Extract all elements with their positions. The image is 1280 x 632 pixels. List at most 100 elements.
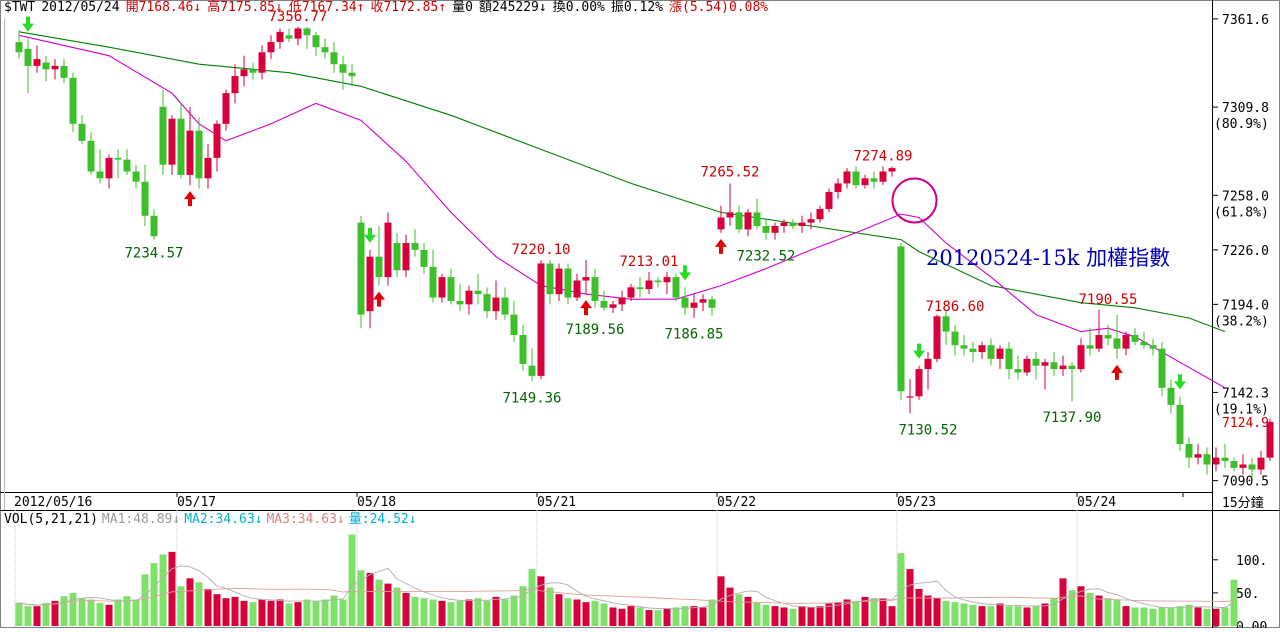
candle-body xyxy=(1185,444,1193,458)
signal-down-arrow xyxy=(1174,374,1186,390)
candle-body xyxy=(222,93,230,124)
candle xyxy=(852,166,860,189)
candle xyxy=(231,64,239,104)
candle-body xyxy=(510,314,518,336)
candle-body xyxy=(906,396,914,398)
candle xyxy=(906,379,914,414)
volume-bar xyxy=(240,600,248,626)
signal-up-arrow xyxy=(715,238,727,254)
volume-bar xyxy=(366,573,374,626)
candle xyxy=(510,300,518,342)
candle-body xyxy=(1167,387,1175,405)
candle-body xyxy=(1248,464,1256,470)
candle xyxy=(1014,355,1022,380)
volume-bar xyxy=(726,587,734,626)
volume-bar xyxy=(24,606,32,626)
volume-bar xyxy=(96,602,104,626)
volume-bar xyxy=(951,602,959,626)
candle xyxy=(357,215,365,329)
candle xyxy=(609,300,617,313)
candle-body xyxy=(798,222,806,227)
candle-body xyxy=(339,64,347,73)
volume-bar xyxy=(1095,595,1103,626)
candle-body xyxy=(1176,404,1184,445)
chart-title: 20120524-15k 加權指數 xyxy=(926,246,1171,270)
volume-bar xyxy=(195,582,203,626)
candle xyxy=(312,31,320,56)
candle xyxy=(1005,341,1013,380)
volume-bar xyxy=(285,603,293,626)
candle-body xyxy=(780,222,788,227)
volume-bar xyxy=(924,595,932,626)
candle xyxy=(1149,338,1157,356)
volume-bar xyxy=(771,606,779,626)
candle xyxy=(960,335,968,356)
candle-body xyxy=(978,345,986,353)
volume-bar xyxy=(114,599,122,626)
price-annotation-label: 7274.89 xyxy=(853,149,912,165)
candle xyxy=(645,271,653,295)
time-axis: 2012/05/16 05/17 05/18 05/21 05/22 05/23 05/24… xyxy=(14,492,1264,628)
candle-body xyxy=(159,106,167,165)
candle-body xyxy=(1122,335,1130,349)
candle xyxy=(780,219,788,233)
candle xyxy=(807,212,815,230)
candle-body xyxy=(267,42,275,53)
candle xyxy=(861,174,869,189)
volume-bar xyxy=(996,603,1004,626)
candle xyxy=(276,28,284,49)
volume-bar xyxy=(1032,606,1040,626)
candle-body xyxy=(501,297,509,315)
candle-body xyxy=(609,304,617,308)
candle-body xyxy=(312,35,320,48)
volume-bar xyxy=(222,598,230,626)
signal-up-arrow xyxy=(580,300,592,316)
date-label: 2012/05/24 xyxy=(41,0,120,15)
volume-bar xyxy=(1176,606,1184,626)
candle xyxy=(969,341,977,363)
candle xyxy=(1266,418,1274,462)
candle-body xyxy=(114,157,122,160)
candle-body xyxy=(1086,345,1094,349)
volume-bar xyxy=(1131,607,1139,626)
candle xyxy=(582,260,590,295)
candle xyxy=(1158,341,1166,397)
volume-bar xyxy=(528,569,536,626)
candle-body xyxy=(168,118,176,165)
price-axis-tick-pct: (80.9%) xyxy=(1214,117,1269,132)
candle-body xyxy=(321,47,329,53)
volume-ma1-label: MA1:48.89↓ xyxy=(101,512,181,527)
volume-bar xyxy=(564,598,572,626)
candle xyxy=(114,149,122,179)
candle-body xyxy=(249,69,257,73)
candle-body xyxy=(969,348,977,353)
volume-axis-tick-label: 50. xyxy=(1236,587,1259,602)
candle xyxy=(555,263,563,301)
candle-body xyxy=(726,212,734,218)
candle xyxy=(159,89,167,175)
candle xyxy=(654,277,662,288)
candle xyxy=(213,120,221,172)
volume-bar xyxy=(438,600,446,626)
volume-bar xyxy=(1149,608,1157,626)
candle-body xyxy=(15,42,23,53)
candle-body xyxy=(96,171,104,179)
volume-bar xyxy=(960,603,968,626)
volume-bar xyxy=(51,600,59,626)
volume-bar xyxy=(402,592,410,626)
candle-body xyxy=(744,212,752,230)
candle xyxy=(294,26,302,46)
volume-bar xyxy=(1122,606,1130,626)
candle-body xyxy=(87,140,95,172)
volume-bar xyxy=(321,599,329,626)
volume-bar xyxy=(1194,607,1202,626)
candle-body xyxy=(1239,464,1247,468)
candle xyxy=(321,38,329,60)
candle-body xyxy=(231,76,239,94)
volume-bar xyxy=(42,602,50,626)
candle xyxy=(951,324,959,356)
volume-bar xyxy=(861,596,869,626)
candle-body xyxy=(564,268,572,298)
volume-bar xyxy=(411,596,419,626)
highlight-circle xyxy=(891,177,938,224)
